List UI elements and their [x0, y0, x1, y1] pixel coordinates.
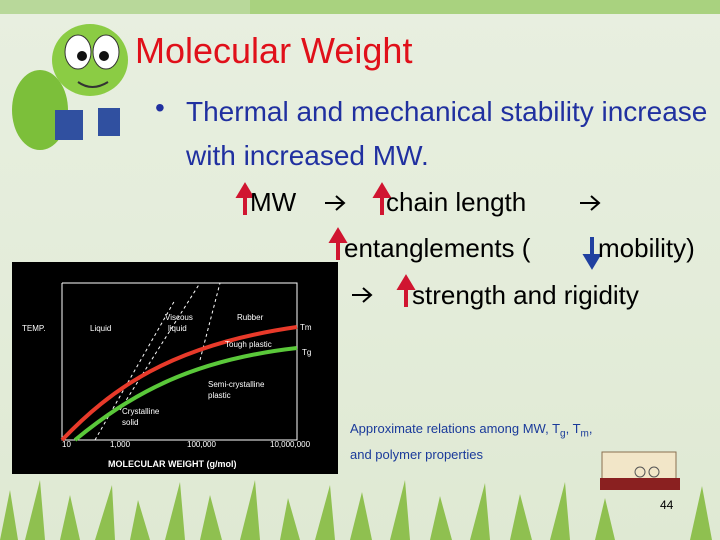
up-arrow	[396, 274, 416, 307]
right-arrow	[352, 287, 373, 303]
region-label: Tough plastic	[225, 340, 272, 349]
chain-text: entanglements (	[344, 233, 531, 263]
region-label: Liquid	[90, 324, 111, 333]
x-tick-label: 1,000	[110, 440, 131, 449]
up-arrow	[235, 182, 255, 215]
region-label: Semi-crystalline	[208, 380, 265, 389]
down-arrow	[582, 237, 602, 270]
x-tick-label: 10,000,000	[270, 440, 311, 449]
book-icon	[600, 451, 680, 490]
region-label: Viscous	[165, 313, 193, 322]
caption-text: , T	[565, 421, 581, 436]
caption: Approximate relations among MW, Tg, Tm, a…	[350, 419, 592, 465]
figure: TEMP. Liquid Viscous liquid Rubber Tough…	[12, 262, 338, 474]
bullet-marker: •	[155, 92, 165, 123]
up-arrow	[328, 227, 348, 260]
x-tick-label: 10	[62, 440, 71, 449]
chain-text: strength and rigidity	[412, 280, 639, 310]
caption-text: ,	[588, 421, 593, 436]
chain-text: mobility)	[598, 233, 695, 263]
caption-text: Approximate relations among MW, T	[350, 421, 561, 436]
region-label: liquid	[168, 324, 187, 333]
caption-text: and polymer properties	[350, 446, 483, 462]
region-label: Rubber	[237, 313, 264, 322]
tg-curve	[73, 346, 298, 442]
mascot	[12, 24, 128, 150]
tm-curve	[60, 325, 298, 442]
slide-title: Molecular Weight	[135, 30, 413, 71]
right-arrow	[580, 195, 601, 211]
region-label: solid	[122, 418, 138, 427]
bullet-text: Thermal and mechanical stability increas…	[186, 96, 708, 171]
chain-text: chain length	[386, 187, 527, 217]
figure-frame	[12, 262, 338, 474]
right-arrow	[325, 195, 346, 211]
caption-subscript: g	[560, 428, 566, 440]
top-band-accent	[250, 0, 720, 14]
x-tick-label: 100,000	[187, 440, 216, 449]
y-label: TEMP.	[22, 324, 45, 333]
arrows	[235, 182, 602, 307]
plot-frame	[61, 282, 298, 441]
grass	[0, 480, 712, 540]
up-arrow	[372, 182, 392, 215]
curve-label: Tg	[302, 348, 311, 357]
page-number: 44	[660, 498, 674, 512]
x-label: MOLECULAR WEIGHT (g/mol)	[108, 459, 236, 469]
caption-subscript: m	[580, 428, 589, 440]
chain-text: MW	[250, 187, 297, 217]
curve-label: Tm	[300, 323, 312, 332]
region-label: plastic	[208, 391, 231, 400]
divider	[119, 282, 201, 411]
region-label: Crystalline	[122, 407, 160, 416]
